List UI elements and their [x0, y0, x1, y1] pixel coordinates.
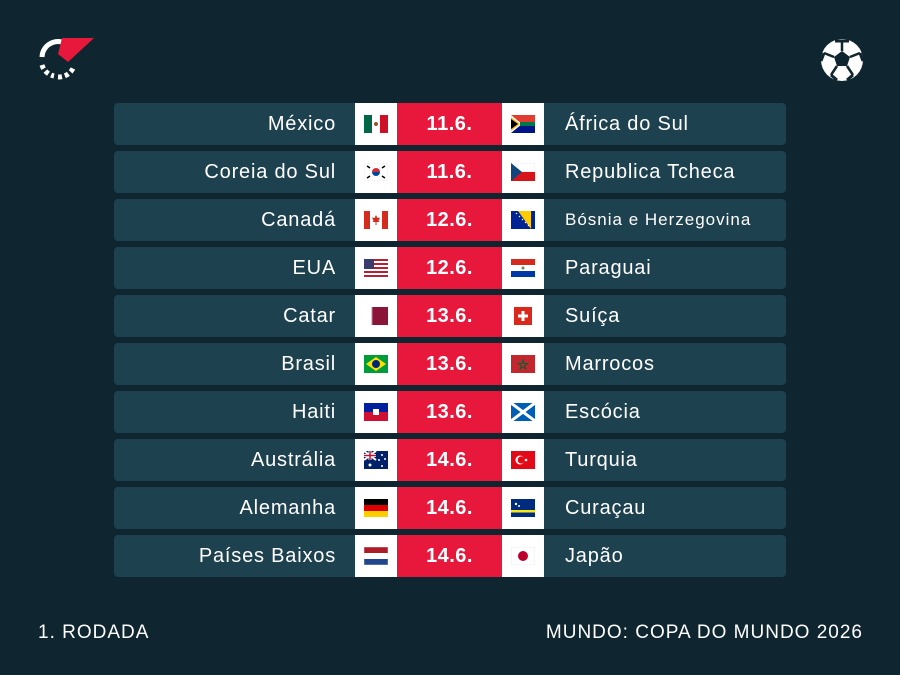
away-flag-cell — [502, 151, 544, 193]
away-team: Bósnia e Herzegovina — [565, 210, 752, 229]
away-flag-cell — [502, 295, 544, 337]
turkey-flag-icon — [511, 451, 535, 469]
match-list: México 11.6. África do Sul Coreia do Sul — [114, 103, 786, 583]
haiti-flag-icon — [364, 403, 388, 421]
home-flag-cell — [355, 151, 397, 193]
match-row[interactable]: Catar 13.6. Suíça — [114, 295, 786, 337]
match-date: 13.6. — [397, 343, 502, 385]
germany-flag-icon — [364, 499, 388, 517]
switzerland-flag-icon — [514, 307, 532, 325]
home-team: México — [267, 113, 336, 135]
south-africa-flag-icon — [511, 115, 535, 133]
away-team: Turquia — [565, 449, 638, 471]
competition-label: MUNDO: COPA DO MUNDO 2026 — [545, 622, 863, 643]
match-date: 13.6. — [397, 295, 502, 337]
match-date: 14.6. — [397, 439, 502, 481]
brazil-flag-icon — [364, 355, 388, 373]
away-flag-cell — [502, 343, 544, 385]
match-row[interactable]: Coreia do Sul 11.6. Republica Tcheca — [114, 151, 786, 193]
football-icon — [819, 39, 865, 82]
away-flag-cell — [502, 199, 544, 241]
mexico-flag-icon — [364, 115, 388, 133]
away-team: Curaçau — [565, 497, 647, 519]
away-team: Escócia — [565, 401, 641, 423]
scotland-flag-icon — [511, 403, 535, 421]
away-flag-cell — [502, 103, 544, 145]
home-flag-cell — [355, 391, 397, 433]
match-date: 11.6. — [397, 151, 502, 193]
away-team: Paraguai — [565, 257, 652, 279]
away-team: África do Sul — [565, 113, 689, 135]
match-row[interactable]: Brasil 13.6. Marrocos — [114, 343, 786, 385]
match-date: 12.6. — [397, 199, 502, 241]
south-korea-flag-icon — [364, 163, 388, 181]
qatar-flag-icon — [364, 307, 388, 325]
match-row[interactable]: Haiti 13.6. Escócia — [114, 391, 786, 433]
netherlands-flag-icon — [364, 547, 388, 565]
bosnia-flag-icon — [511, 211, 535, 229]
home-flag-cell — [355, 535, 397, 577]
away-flag-cell — [502, 535, 544, 577]
away-flag-cell — [502, 247, 544, 289]
home-flag-cell — [355, 103, 397, 145]
home-flag-cell — [355, 295, 397, 337]
home-flag-cell — [355, 439, 397, 481]
home-team: Alemanha — [239, 497, 336, 519]
japan-flag-icon — [511, 547, 535, 565]
away-team: Suíça — [565, 305, 621, 327]
away-flag-cell — [502, 487, 544, 529]
match-row[interactable]: Alemanha 14.6. Curaçau — [114, 487, 786, 529]
home-team: Canadá — [261, 209, 336, 231]
canada-flag-icon — [364, 211, 388, 229]
away-team: Republica Tcheca — [565, 161, 736, 183]
home-flag-cell — [355, 247, 397, 289]
home-team: Coreia do Sul — [204, 161, 336, 183]
away-team: Japão — [565, 545, 624, 567]
away-flag-cell — [502, 391, 544, 433]
usa-flag-icon — [364, 259, 388, 277]
match-row[interactable]: Canadá 12.6. Bósnia e Herzegovina — [114, 199, 786, 241]
czech-flag-icon — [511, 163, 535, 181]
match-date: 12.6. — [397, 247, 502, 289]
home-team: Países Baixos — [198, 545, 336, 567]
match-date: 14.6. — [397, 535, 502, 577]
away-flag-cell — [502, 439, 544, 481]
match-date: 13.6. — [397, 391, 502, 433]
match-row[interactable]: Países Baixos 14.6. Japão — [114, 535, 786, 577]
match-row[interactable]: EUA 12.6. Paraguai — [114, 247, 786, 289]
match-row[interactable]: Austrália 14.6. Turquia — [114, 439, 786, 481]
home-flag-cell — [355, 199, 397, 241]
round-label: 1. RODADA — [38, 622, 150, 643]
morocco-flag-icon — [511, 355, 535, 373]
away-team: Marrocos — [565, 353, 655, 375]
match-date: 14.6. — [397, 487, 502, 529]
match-date: 11.6. — [397, 103, 502, 145]
home-team: Austrália — [250, 449, 336, 471]
home-team: EUA — [292, 257, 336, 279]
home-team: Haiti — [291, 401, 336, 423]
match-row[interactable]: México 11.6. África do Sul — [114, 103, 786, 145]
home-team: Catar — [283, 305, 336, 327]
home-flag-cell — [355, 487, 397, 529]
home-team: Brasil — [281, 353, 336, 375]
curacao-flag-icon — [511, 499, 535, 517]
australia-flag-icon — [364, 451, 388, 469]
flashscore-logo-icon — [39, 38, 94, 80]
home-flag-cell — [355, 343, 397, 385]
paraguay-flag-icon — [511, 259, 535, 277]
